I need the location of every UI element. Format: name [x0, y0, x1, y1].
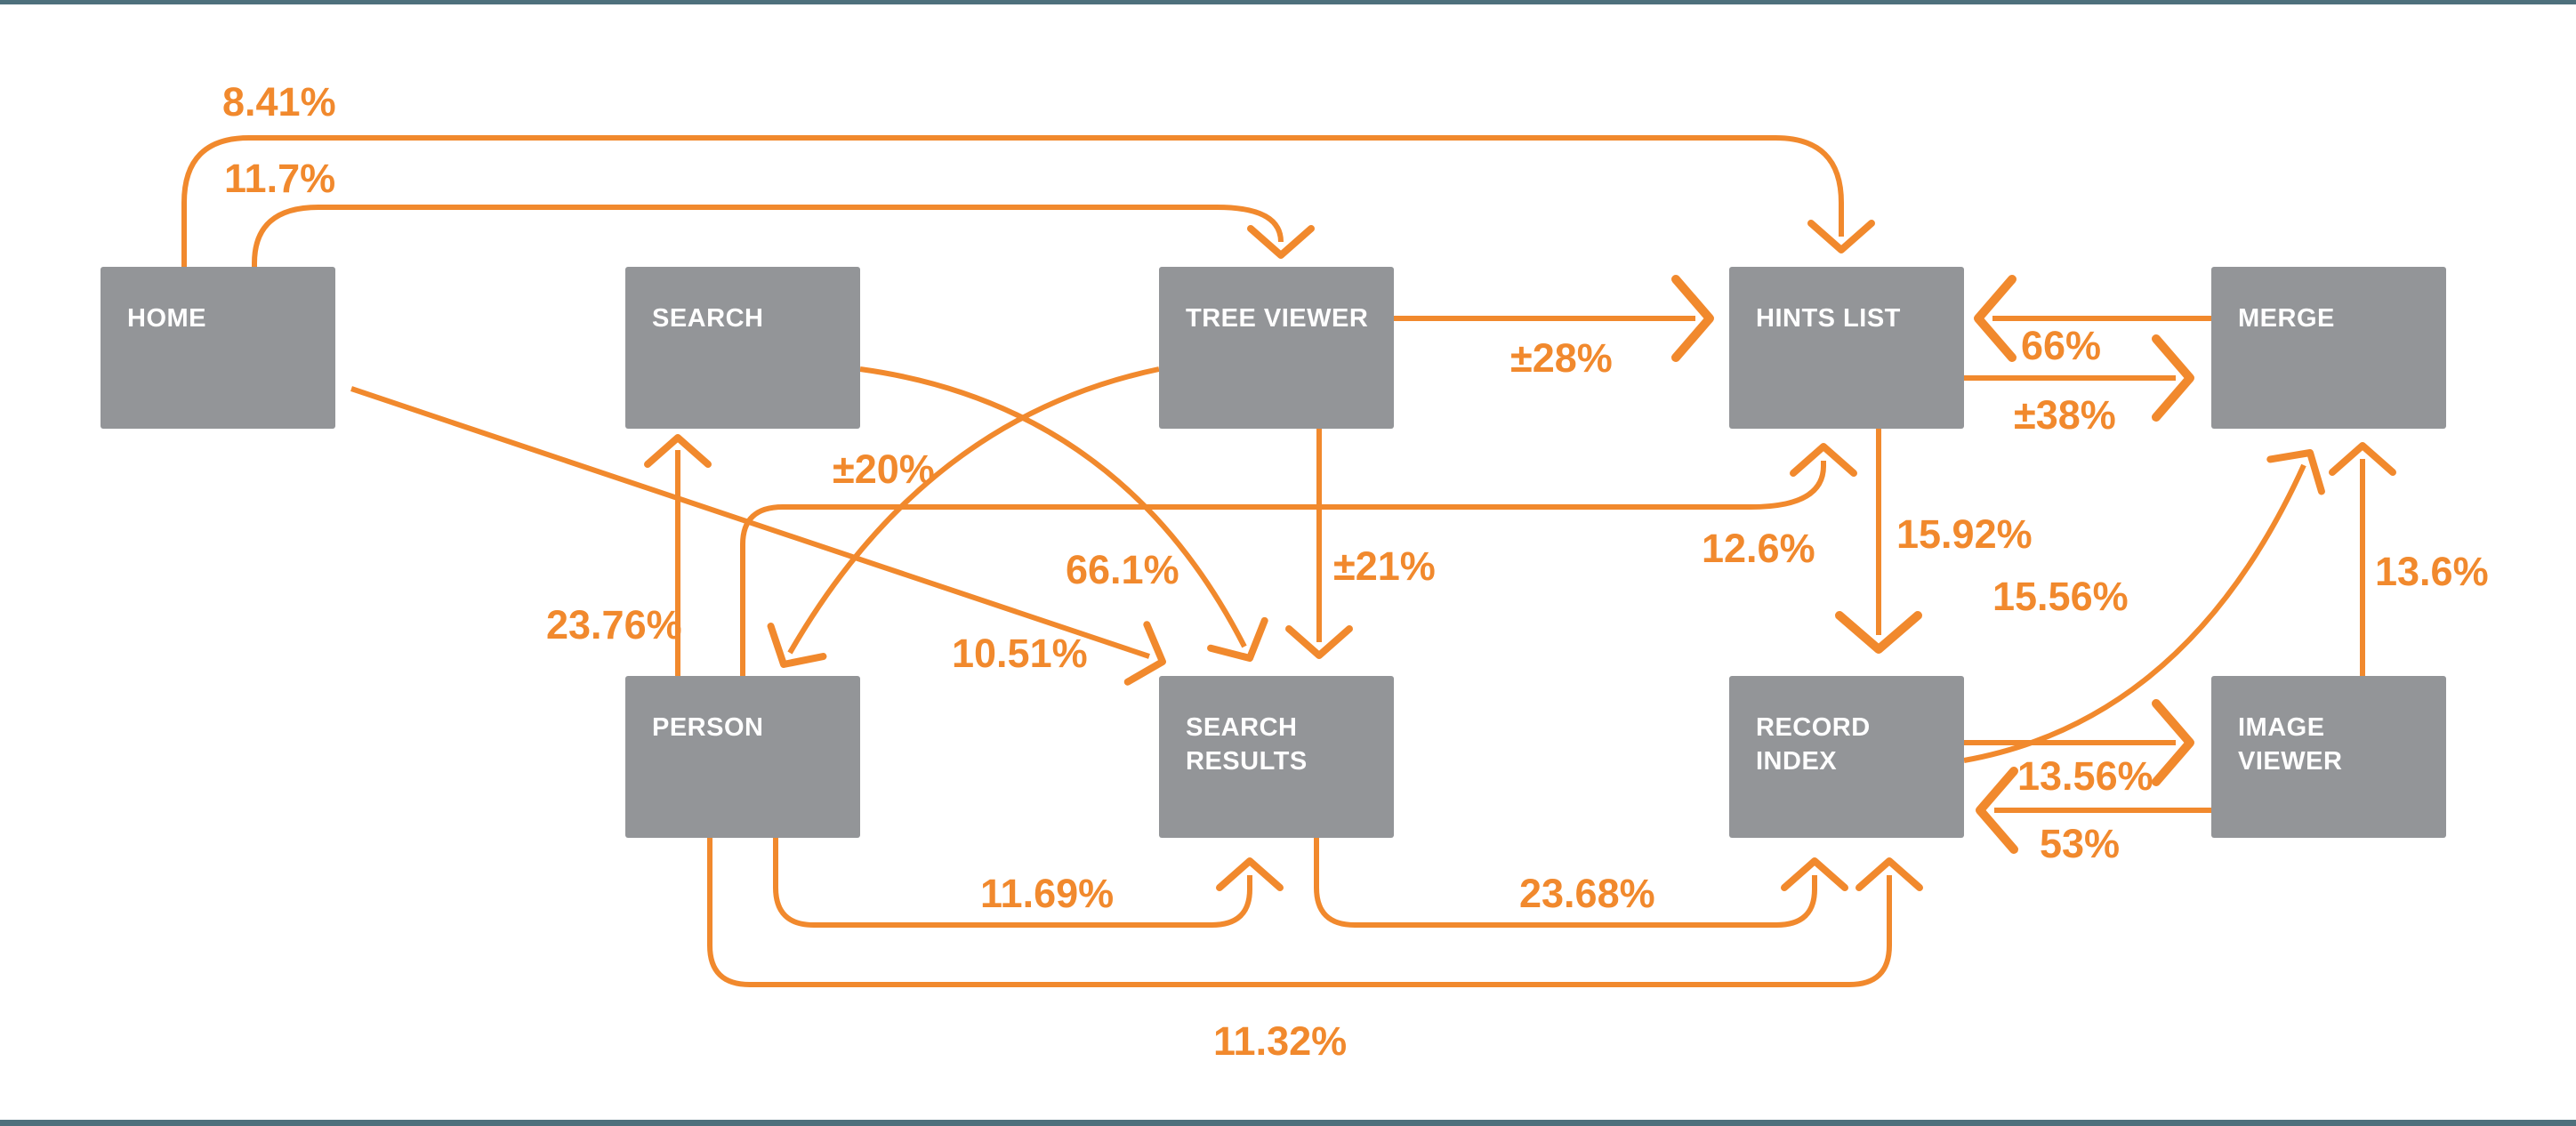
- arrowhead-search-search-results: [1207, 616, 1268, 662]
- node-hints-list-label: HINTS LIST: [1756, 304, 1901, 333]
- arrowhead-merge-hints-list: [1974, 275, 2017, 362]
- edge-tree-viewer-person: [787, 366, 1160, 655]
- edge-person-hints-list: [740, 461, 1826, 676]
- node-merge-label: MERGE: [2238, 304, 2335, 333]
- arrowhead-home-search-results: [1123, 621, 1166, 686]
- bottom-accent-bar: [0, 1120, 2576, 1126]
- node-tree-viewer: TREE VIEWER: [1159, 267, 1394, 429]
- edge-label-person-search: 23.76%: [546, 602, 682, 647]
- node-image-viewer-label: IMAGE VIEWER: [2238, 713, 2343, 776]
- arrowhead-image-viewer-merge: [2329, 442, 2396, 476]
- arrowhead-record-index-image-viewer: [2152, 699, 2194, 786]
- arrowhead-tree-viewer-search-results: [1285, 625, 1353, 659]
- edge-label-search-results-record-index: 23.68%: [1519, 871, 1655, 916]
- node-person: PERSON: [625, 676, 860, 838]
- arrowhead-home-hints-list: [1807, 220, 1875, 253]
- edge-label-person-search-results: 11.69%: [980, 871, 1115, 916]
- node-record-index: RECORD INDEX: [1729, 676, 1964, 838]
- edge-label-person-record-index: 11.32%: [1213, 1018, 1348, 1064]
- node-search-label: SEARCH: [652, 304, 764, 333]
- node-search-results-label: SEARCH RESULTS: [1186, 713, 1308, 776]
- edge-label-image-viewer-merge: 13.6%: [2375, 549, 2489, 594]
- edge-label-home-hints-list: 8.41%: [222, 79, 336, 125]
- edge-label-merge-hints-list: 66%: [2021, 323, 2102, 368]
- node-record-index-label: RECORD INDEX: [1756, 713, 1871, 776]
- arrowhead-hints-list-record-index: [1835, 611, 1922, 654]
- edge-home-tree-viewer: [252, 205, 1284, 267]
- node-hints-list: HINTS LIST: [1729, 267, 1964, 429]
- edge-person-search-results: [773, 838, 1252, 928]
- arrowhead-home-tree-viewer: [1247, 225, 1315, 259]
- node-search-results: SEARCH RESULTS: [1159, 676, 1394, 838]
- edge-person-record-index: [707, 838, 1892, 987]
- edge-label-person-hints-list: 12.6%: [1702, 526, 1815, 571]
- node-search: SEARCH: [625, 267, 860, 429]
- node-home: HOME: [101, 267, 335, 429]
- edge-label-record-index-image-viewer: 13.56%: [2017, 753, 2153, 799]
- edge-label-record-index-merge: 15.56%: [1992, 574, 2129, 619]
- edge-home-hints-list: [181, 135, 1844, 267]
- arrowhead-tree-viewer-person: [767, 623, 827, 668]
- edge-label-hints-list-merge: ±38%: [2014, 392, 2116, 438]
- node-person-label: PERSON: [652, 713, 764, 742]
- node-home-label: HOME: [127, 304, 206, 333]
- node-image-viewer: IMAGE VIEWER: [2211, 676, 2446, 838]
- arrowhead-tree-viewer-hints-list: [1671, 275, 1714, 362]
- arrowhead-person-search-results: [1216, 857, 1284, 891]
- arrowhead-record-index-merge: [2266, 449, 2325, 495]
- arrowhead-image-viewer-record-index: [1976, 767, 2018, 854]
- node-tree-viewer-label: TREE VIEWER: [1186, 304, 1369, 333]
- edge-label-image-viewer-record-index: 53%: [2040, 821, 2121, 866]
- arrowhead-hints-list-merge: [2152, 334, 2194, 422]
- node-merge: MERGE: [2211, 267, 2446, 429]
- edge-label-search-search-results: 66.1%: [1066, 547, 1179, 592]
- top-accent-bar: [0, 0, 2576, 4]
- edge-search-search-results: [859, 366, 1247, 648]
- edge-label-home-tree-viewer: 11.7%: [224, 156, 336, 201]
- edge-label-tree-viewer-hints-list: ±28%: [1510, 335, 1613, 381]
- arrowhead-person-search: [644, 434, 712, 468]
- edge-label-tree-viewer-person: ±20%: [833, 446, 935, 492]
- edge-label-home-search-results: 10.51%: [952, 631, 1088, 676]
- arrowhead-person-hints-list: [1790, 443, 1857, 477]
- edge-label-tree-viewer-search-results: ±21%: [1333, 543, 1436, 589]
- edge-search-results-record-index: [1314, 838, 1817, 928]
- arrowhead-person-record-index: [1856, 857, 1923, 891]
- edge-label-hints-list-record-index: 15.92%: [1896, 511, 2033, 557]
- arrowhead-search-results-record-index: [1781, 857, 1848, 891]
